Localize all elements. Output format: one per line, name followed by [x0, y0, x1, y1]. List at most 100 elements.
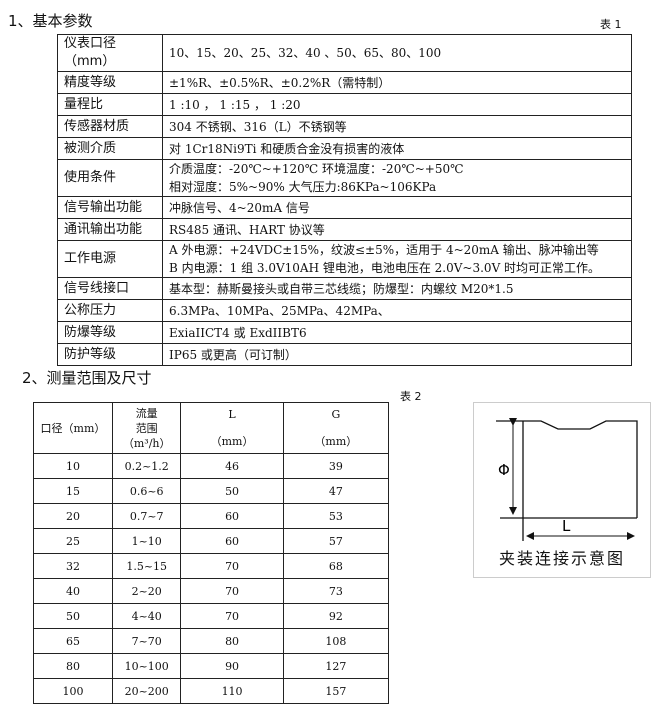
param-value: 6.3MPa、10MPa、25MPa、42MPa、 [162, 299, 632, 322]
table-cell: 0.2~1.2 [111, 453, 182, 479]
table1-tag: 表 1 [600, 18, 622, 31]
table-cell: 70 [180, 603, 284, 629]
param-value: 基本型：赫斯曼接头或自带三芯线缆；防爆型：内螺纹 M20*1.5 [162, 277, 632, 300]
table-cell: 57 [282, 528, 390, 554]
diagram-drawing: Φ L [496, 418, 638, 541]
param-value: 冲脉信号、4~20mA 信号 [162, 196, 632, 219]
table-cell: 70 [180, 578, 284, 604]
table-cell: 60 [180, 503, 284, 529]
table-cell: 127 [282, 653, 390, 679]
param-value-line: ExiaIICT4 或 ExdIIBT6 [169, 325, 307, 340]
param-value-line: 10、15、20、25、32、40 、50、65、80、100 [169, 46, 442, 60]
param-label: 信号线接口 [57, 277, 163, 300]
table-row: 50 4~40 70 92 [33, 603, 390, 629]
table-cell: 32 [33, 553, 113, 579]
basic-params-table: 仪表口径（mm） 10、15、20、25、32、40 、50、65、80、100 精… [57, 34, 632, 366]
phi-label: Φ [498, 461, 510, 479]
table-cell: 70 [180, 553, 284, 579]
table-cell: 0.6~6 [111, 478, 182, 504]
table-cell: 157 [282, 678, 390, 704]
table-cell: 110 [180, 678, 284, 704]
table-cell: 20 [33, 503, 113, 529]
section1-title: 1、基本参数 [8, 12, 93, 30]
table-cell: 20~200 [111, 678, 182, 704]
column-header: G （mm） [282, 402, 390, 454]
table-row: 15 0.6~6 50 47 [33, 478, 390, 504]
param-row: 量程比 1 :10 ， 1 :15 ， 1 :20 [57, 93, 632, 116]
param-row: 传感器材质 304 不锈钢、316（L）不锈钢等 [57, 115, 632, 138]
table-cell: 73 [282, 578, 390, 604]
length-label: L [562, 517, 571, 535]
table-row: 25 1~10 60 57 [33, 528, 390, 554]
table-cell: 50 [33, 603, 113, 629]
param-value-line: 对 1Cr18Ni9Ti 和硬质合金没有损害的液体 [169, 141, 405, 156]
param-label: 防护等级 [57, 343, 163, 366]
param-value: 对 1Cr18Ni9Ti 和硬质合金没有损害的液体 [162, 137, 632, 160]
table-row: 100 20~200 110 157 [33, 678, 390, 704]
table-row: 20 0.7~7 60 53 [33, 503, 390, 529]
param-row: 信号输出功能 冲脉信号、4~20mA 信号 [57, 196, 632, 219]
table-cell: 7~70 [111, 628, 182, 654]
table-cell: 1~10 [111, 528, 182, 554]
column-header: 口径（mm） [33, 402, 113, 454]
table-cell: 90 [180, 653, 284, 679]
param-value: 1 :10 ， 1 :15 ， 1 :20 [162, 93, 632, 116]
column-header: L （mm） [180, 402, 284, 454]
param-label: 工作电源 [57, 240, 163, 278]
param-value: RS485 通讯、HART 协议等 [162, 218, 632, 241]
param-value: IP65 或更高（可订制） [162, 343, 632, 366]
table-cell: 68 [282, 553, 390, 579]
table-cell: 80 [180, 628, 284, 654]
param-row: 工作电源 A 外电源：+24VDC±15%，纹波≤±5%，适用于 4~20mA 输… [57, 240, 632, 278]
param-value: ExiaIICT4 或 ExdIIBT6 [162, 321, 632, 344]
param-label: 精度等级 [57, 71, 163, 94]
table-row: 40 2~20 70 73 [33, 578, 390, 604]
table-cell: 47 [282, 478, 390, 504]
table-cell: 4~40 [111, 603, 182, 629]
table-cell: 50 [180, 478, 284, 504]
column-header-line: L [228, 408, 236, 421]
param-row: 通讯输出功能 RS485 通讯、HART 协议等 [57, 218, 632, 241]
table-row: 65 7~70 80 108 [33, 628, 390, 654]
section2-title: 2、测量范围及尺寸 [22, 369, 152, 387]
param-label: 公称压力 [57, 299, 163, 322]
param-label: 传感器材质 [57, 115, 163, 138]
column-header-line: （m³/h） [122, 436, 171, 450]
header-row: 口径（mm） 流量 范围 （m³/h） L （mm） G （mm） [33, 402, 390, 454]
table-row: 32 1.5~15 70 68 [33, 553, 390, 579]
table-cell: 2~20 [111, 578, 182, 604]
table-cell: 80 [33, 653, 113, 679]
column-header-line: 范围 [135, 421, 158, 435]
param-value: 10、15、20、25、32、40 、50、65、80、100 [162, 34, 632, 72]
table-row: 80 10~100 90 127 [33, 653, 390, 679]
param-label: 防爆等级 [57, 321, 163, 344]
table-row: 10 0.2~1.2 46 39 [33, 453, 390, 479]
param-value-line: 6.3MPa、10MPa、25MPa、42MPa、 [169, 303, 390, 318]
param-label: 量程比 [57, 93, 163, 116]
table-cell: 100 [33, 678, 113, 704]
table-cell: 0.7~7 [111, 503, 182, 529]
range-size-table: 口径（mm） 流量 范围 （m³/h） L （mm） G （mm） 10 0.2~1.2 46 39 1… [33, 402, 390, 704]
param-value: A 外电源：+24VDC±15%，纹波≤±5%，适用于 4~20mA 输出、脉冲… [162, 240, 632, 278]
param-value-line: ±1%R、±0.5%R、±0.2%R（需特制） [169, 75, 391, 90]
param-row: 使用条件 介质温度：-20℃~+120℃ 环境温度：-20℃~+50℃ 相对湿度：5… [57, 159, 632, 197]
table-cell: 60 [180, 528, 284, 554]
param-value-line: A 外电源：+24VDC±15%，纹波≤±5%，适用于 4~20mA 输出、脉冲… [169, 243, 599, 257]
table-cell: 15 [33, 478, 113, 504]
column-header-line: （mm） [314, 435, 358, 448]
table-cell: 53 [282, 503, 390, 529]
param-row: 精度等级 ±1%R、±0.5%R、±0.2%R（需特制） [57, 71, 632, 94]
param-value-line: B 内电源：1 组 3.0V10AH 锂电池，电池电压在 2.0V~3.0V 时… [169, 261, 601, 275]
param-row: 公称压力 6.3MPa、10MPa、25MPa、42MPa、 [57, 299, 632, 322]
param-value-line: 1 :10 ， 1 :15 ， 1 :20 [169, 97, 301, 112]
param-row: 仪表口径（mm） 10、15、20、25、32、40 、50、65、80、100 [57, 34, 632, 72]
param-label: 仪表口径（mm） [57, 34, 163, 72]
param-value-line: 介质温度：-20℃~+120℃ 环境温度：-20℃~+50℃ [169, 162, 464, 176]
param-row: 被测介质对 1Cr18Ni9Ti 和硬质合金没有损害的液体 [57, 137, 632, 160]
table-cell: 46 [180, 453, 284, 479]
column-header-line: 口径（mm） [40, 421, 106, 435]
param-value-line: 冲脉信号、4~20mA 信号 [169, 200, 310, 215]
param-row: 防护等级 IP65 或更高（可订制） [57, 343, 632, 366]
param-row: 信号线接口 基本型：赫斯曼接头或自带三芯线缆；防爆型：内螺纹 M20*1.5 [57, 277, 632, 300]
table-cell: 65 [33, 628, 113, 654]
